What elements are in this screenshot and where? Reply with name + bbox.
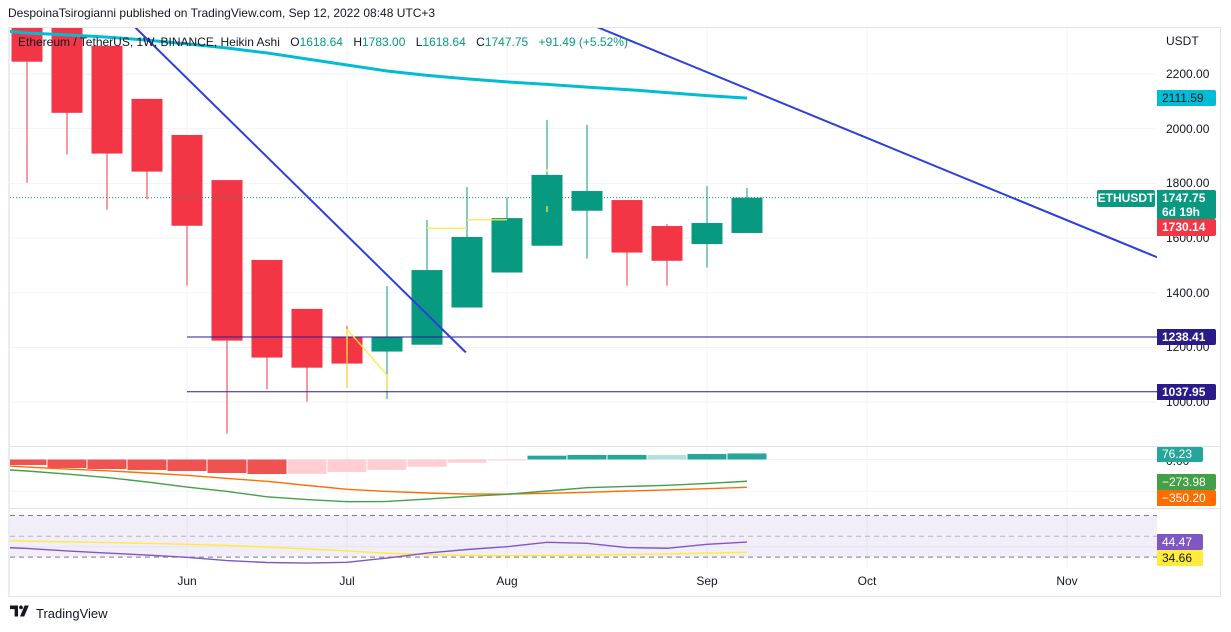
level-1-tag: 1238.41 — [1157, 329, 1216, 345]
candle-body[interactable] — [211, 180, 243, 341]
candle-body[interactable] — [51, 25, 83, 113]
level-2-tag: 1037.95 — [1157, 384, 1216, 400]
macd-line-tag: −273.98 — [1157, 474, 1216, 490]
close-label: C — [476, 35, 485, 49]
candle-body[interactable] — [291, 308, 323, 368]
macd-histogram-bar — [127, 459, 167, 470]
time-tick-label: Nov — [1056, 574, 1078, 588]
macd-histogram-bar — [10, 459, 47, 465]
drawing-segment[interactable] — [346, 328, 388, 376]
ma-price-tag: 2111.59 — [1157, 90, 1216, 106]
price-pane[interactable] — [9, 6, 1157, 434]
macd-signal-line — [10, 465, 748, 495]
macd-histogram-bar — [167, 459, 207, 472]
macd-histogram-bar — [207, 459, 247, 473]
close-price-tag: 1730.14 — [1157, 219, 1216, 236]
price-tick-label: 2200.00 — [1166, 66, 1210, 81]
macd-pane[interactable] — [8, 453, 767, 503]
currency-label: USDT — [1166, 34, 1199, 48]
rsi-tag: 44.47 — [1157, 534, 1203, 550]
moving-average-line — [10, 29, 748, 100]
footer: TradingView — [10, 604, 108, 622]
symbol-title[interactable]: Ethereum / TetherUS, 1W, BINANCE, Heikin… — [18, 35, 280, 49]
bar-countdown: 6d 19h — [1162, 205, 1201, 219]
open-value: 1618.64 — [299, 35, 343, 49]
price-tick-label: 2000.00 — [1166, 121, 1210, 136]
macd-histogram-bar — [567, 454, 607, 460]
candle-body[interactable] — [491, 218, 523, 273]
low-value: 1618.64 — [422, 35, 466, 49]
tradingview-logo-icon[interactable] — [10, 604, 32, 622]
macd-histogram-bar — [407, 459, 447, 467]
macd-histogram-bar — [47, 459, 87, 468]
candle-body[interactable] — [691, 223, 723, 245]
trendline[interactable] — [127, 19, 467, 354]
macd-histogram-bar — [367, 459, 407, 470]
candle-body[interactable] — [611, 200, 643, 253]
high-value: 1783.00 — [361, 35, 406, 49]
candle-body[interactable] — [251, 259, 283, 358]
time-tick-label: Oct — [857, 574, 877, 588]
macd-histogram-bar — [727, 453, 767, 460]
macd-histogram-bar — [527, 455, 567, 460]
rsi-ma-line — [10, 540, 748, 557]
macd-histogram-bar — [447, 459, 487, 463]
chart-legend: Ethereum / TetherUS, 1W, BINANCE, Heikin… — [18, 35, 628, 49]
macd-histogram-bar — [87, 459, 127, 470]
last-price-value: 1747.75 — [1162, 191, 1206, 205]
trendline[interactable] — [587, 23, 1157, 259]
macd-histogram-bar — [607, 454, 647, 460]
change-value: +91.49 (+5.52%) — [538, 35, 628, 49]
rsi-pane[interactable] — [10, 515, 1157, 564]
candle-body[interactable] — [371, 337, 403, 352]
rsi-ma-tag: 34.66 — [1157, 550, 1203, 566]
candle-body[interactable] — [131, 98, 163, 172]
open-label: O — [290, 35, 300, 49]
last-price-tag: 1747.75 6d 19h — [1157, 190, 1216, 219]
high-label: H — [353, 35, 362, 49]
close-value: 1747.75 — [484, 35, 529, 49]
candle-body[interactable] — [411, 270, 443, 345]
chart-frame — [8, 27, 1221, 597]
tradingview-brand-text[interactable]: TradingView — [36, 605, 108, 621]
low-label: L — [415, 35, 423, 49]
rsi-line — [10, 541, 748, 564]
macd-histogram-tag: 76.23 — [1157, 447, 1203, 462]
time-tick-label: Jun — [177, 574, 197, 588]
published-by-text: DespoinaTsirogianni published on Trading… — [8, 6, 436, 20]
macd-histogram-bar — [247, 459, 287, 475]
price-tick-label: 1400.00 — [1166, 285, 1210, 300]
price-tick-label: 1800.00 — [1166, 176, 1210, 191]
macd-line — [10, 469, 748, 503]
candle-body[interactable] — [91, 45, 123, 154]
macd-histogram-bar — [487, 459, 527, 461]
candle-body[interactable] — [651, 226, 683, 261]
macd-histogram-bar — [327, 459, 367, 473]
symbol-tag: ETHUSDT — [1097, 190, 1155, 207]
time-tick-label: Sep — [696, 574, 718, 588]
macd-histogram-bar — [647, 455, 687, 460]
time-tick-label: Aug — [496, 574, 518, 588]
candle-body[interactable] — [571, 191, 603, 211]
time-tick-label: Jul — [339, 574, 355, 588]
candle-body[interactable] — [171, 134, 203, 226]
macd-histogram-bar — [687, 454, 727, 460]
candle-body[interactable] — [451, 236, 483, 308]
macd-signal-tag: −350.20 — [1157, 490, 1216, 506]
macd-histogram-bar — [287, 459, 327, 474]
candle-body[interactable] — [731, 197, 763, 233]
